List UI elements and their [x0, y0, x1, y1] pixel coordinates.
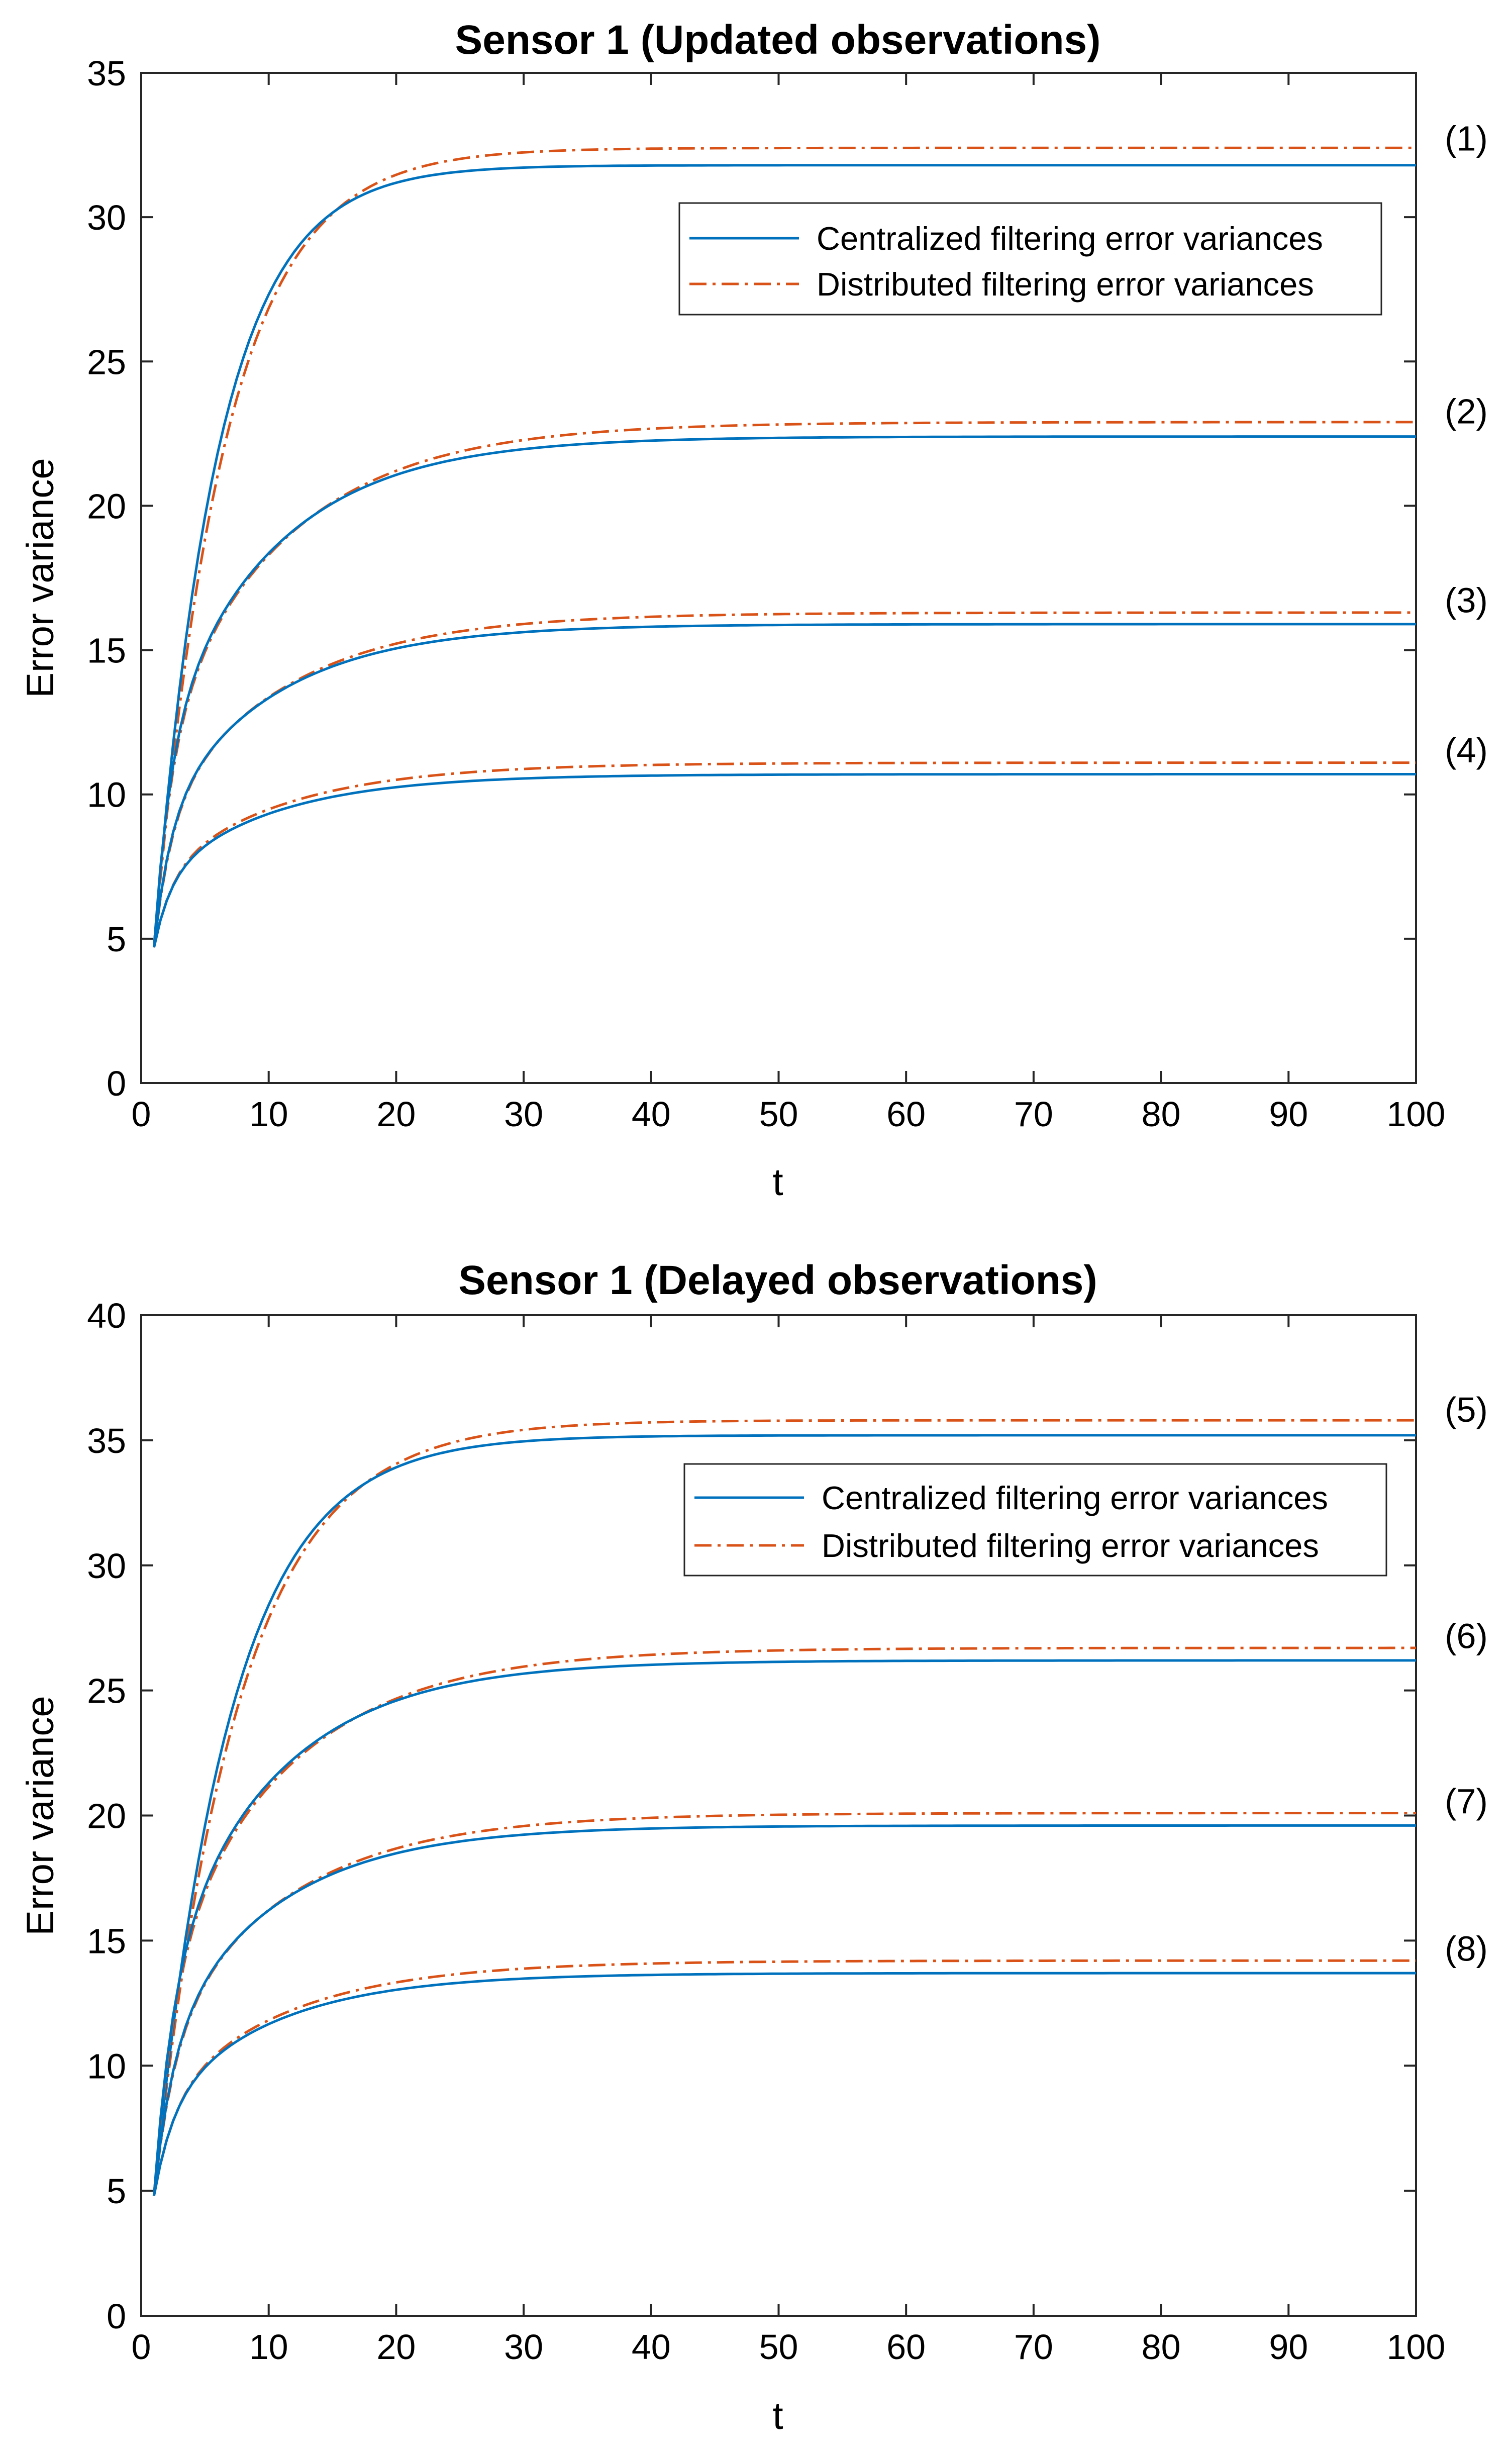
curve-id-label: (6): [1445, 1616, 1488, 1655]
x-tick-label: 80: [1142, 2327, 1181, 2367]
curve-labels: (5) (6) (7) (8): [1445, 1390, 1488, 1969]
y-axis-label: Error variance: [19, 458, 62, 698]
x-tick-label: 50: [759, 1095, 798, 1134]
legend-box: [678, 202, 1382, 316]
curve-id-label: (2): [1445, 391, 1488, 431]
y-tick-label: 25: [87, 1672, 126, 1711]
legend: Centralized filtering error variances Di…: [683, 1463, 1387, 1577]
legend-label-distributed: Distributed filtering error variances: [817, 266, 1314, 303]
series-line-centralized: [152, 623, 1416, 948]
series-curves: [152, 146, 1416, 948]
x-tick-label: 70: [1014, 2327, 1053, 2367]
y-axis-label: Error variance: [19, 1696, 62, 1935]
y-tick-label: 5: [107, 920, 126, 959]
x-axis-ticks: 0 10 20 30 40 50 60 70 80 90 100: [132, 1315, 1446, 2367]
x-tick-label: 10: [249, 2327, 288, 2367]
y-axis-ticks: 0 5 10 15 20 25 30 35: [87, 54, 1416, 1103]
series-line-distributed: [152, 421, 1416, 948]
y-tick-label: 25: [87, 342, 126, 381]
x-axis-label: t: [772, 1161, 783, 1204]
curve-labels: (1) (2) (3) (4): [1445, 119, 1488, 770]
y-tick-label: 5: [107, 2172, 126, 2211]
curve-id-label: (1): [1445, 119, 1488, 158]
x-tick-label: 60: [886, 2327, 926, 2367]
x-axis-label: t: [772, 2395, 783, 2437]
curve-id-label: (8): [1445, 1929, 1488, 1969]
x-tick-label: 50: [759, 2327, 798, 2367]
x-tick-label: 0: [132, 2327, 151, 2367]
x-tick-label: 20: [376, 2327, 416, 2367]
curve-id-label: (7): [1445, 1782, 1488, 1821]
curve-id-label: (3): [1445, 580, 1488, 620]
x-tick-label: 0: [132, 1095, 151, 1134]
x-tick-label: 20: [376, 1095, 416, 1134]
series-line-distributed: [152, 1959, 1416, 2196]
series-line-distributed: [152, 146, 1416, 948]
y-tick-label: 30: [87, 1546, 126, 1586]
y-axis-ticks: 0 5 10 15 20 25 30 35 40: [87, 1296, 1416, 2336]
x-tick-label: 60: [886, 1095, 926, 1134]
x-tick-label: 10: [249, 1095, 288, 1134]
y-tick-label: 15: [87, 631, 126, 670]
y-tick-label: 35: [87, 54, 126, 93]
y-tick-label: 20: [87, 1797, 126, 1836]
y-tick-label: 40: [87, 1296, 126, 1335]
series-line-centralized: [152, 1434, 1416, 2196]
y-tick-label: 0: [107, 1064, 126, 1103]
x-tick-label: 30: [504, 2327, 543, 2367]
legend: Centralized filtering error variances Di…: [678, 202, 1382, 316]
curve-id-label: (5): [1445, 1390, 1488, 1429]
x-tick-label: 30: [504, 1095, 543, 1134]
x-tick-label: 100: [1387, 1095, 1446, 1134]
x-axis-ticks: 0 10 20 30 40 50 60 70 80 90 100: [132, 73, 1446, 1134]
series-line-centralized: [152, 164, 1416, 948]
y-tick-label: 15: [87, 1921, 126, 1961]
series-line-centralized: [152, 1659, 1416, 2196]
y-tick-label: 0: [107, 2297, 126, 2336]
legend-label-centralized: Centralized filtering error variances: [822, 1480, 1328, 1516]
y-tick-label: 30: [87, 198, 126, 237]
chart-delayed-observations: Sensor 1 (Delayed observations) 0 10 20 30 4…: [19, 1257, 1488, 2437]
series-line-centralized: [152, 773, 1416, 948]
chart-title: Sensor 1 (Delayed observations): [458, 1257, 1097, 1303]
legend-box: [683, 1463, 1387, 1577]
series-line-distributed: [152, 611, 1416, 948]
series-curves: [152, 1419, 1416, 2196]
y-tick-label: 35: [87, 1421, 126, 1460]
chart-title: Sensor 1 (Updated observations): [455, 17, 1101, 63]
series-line-centralized: [152, 1824, 1416, 2196]
x-tick-label: 90: [1269, 1095, 1308, 1134]
legend-label-distributed: Distributed filtering error variances: [822, 1527, 1319, 1564]
series-line-distributed: [152, 1419, 1416, 2196]
x-tick-label: 40: [632, 1095, 671, 1134]
y-tick-label: 10: [87, 775, 126, 815]
x-tick-label: 90: [1269, 2327, 1308, 2367]
x-tick-label: 70: [1014, 1095, 1053, 1134]
series-line-centralized: [152, 435, 1416, 948]
series-line-distributed: [152, 761, 1416, 948]
y-tick-label: 10: [87, 2046, 126, 2086]
y-tick-label: 20: [87, 486, 126, 526]
x-tick-label: 40: [632, 2327, 671, 2367]
chart-updated-observations: Sensor 1 (Updated observations) 0 10 20 30 4…: [19, 17, 1488, 1204]
curve-id-label: (4): [1445, 731, 1488, 770]
series-line-distributed: [152, 1812, 1416, 2196]
legend-label-centralized: Centralized filtering error variances: [817, 220, 1323, 257]
x-tick-label: 80: [1142, 1095, 1181, 1134]
series-line-centralized: [152, 1972, 1416, 2196]
x-tick-label: 100: [1387, 2327, 1446, 2367]
